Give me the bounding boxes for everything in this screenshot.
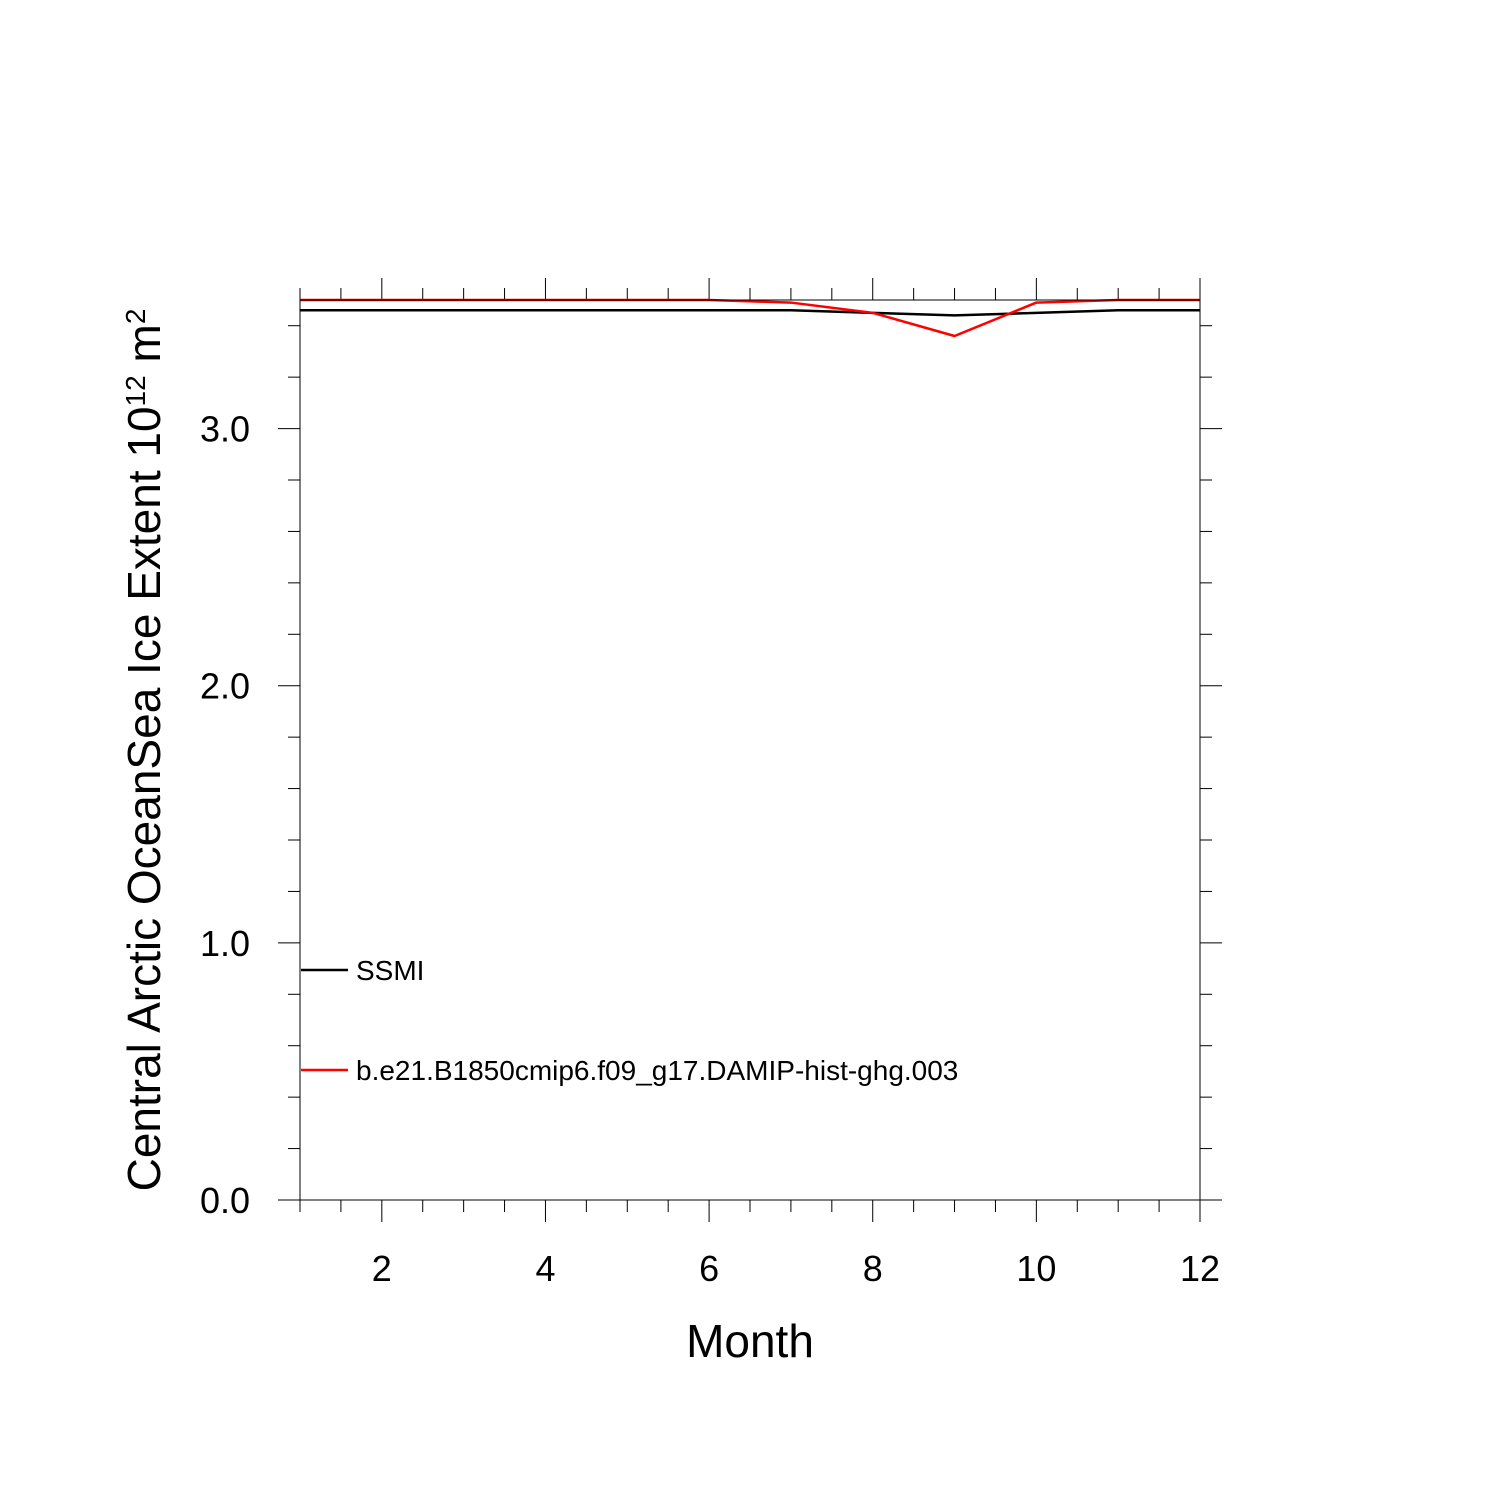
tick-labels: 2 4 6 8 10 12 0.0 1.0 2.0 3.0 xyxy=(200,409,1220,1289)
y-tick-label: 2.0 xyxy=(200,666,250,707)
x-tick-label: 12 xyxy=(1180,1248,1220,1289)
x-tick-label: 6 xyxy=(699,1248,719,1289)
x-tick-label: 10 xyxy=(1016,1248,1056,1289)
plot-frame xyxy=(299,299,1201,1201)
legend-label: SSMI xyxy=(356,955,424,986)
y-tick-label: 0.0 xyxy=(200,1180,250,1221)
legend: SSMI b.e21.B1850cmip6.f09_g17.DAMIP-hist-… xyxy=(301,955,958,1086)
series-lines xyxy=(300,298,1200,338)
y-tick-label: 1.0 xyxy=(200,923,250,964)
y-axis-label-unit-exponent: 2 xyxy=(120,309,151,325)
x-tick-label: 4 xyxy=(535,1248,555,1289)
y-axis-label-main: Central Arctic OceanSea Ice Extent 10 xyxy=(118,406,170,1191)
x-axis-label: Month xyxy=(686,1315,814,1367)
x-tick-label: 8 xyxy=(863,1248,883,1289)
legend-label: b.e21.B1850cmip6.f09_g17.DAMIP-hist-ghg.… xyxy=(356,1055,958,1086)
y-tick-label: 3.0 xyxy=(200,409,250,450)
y-axis-label-exponent: 12 xyxy=(120,375,151,406)
axis-ticks xyxy=(278,278,1222,1222)
series-line-1 xyxy=(300,309,1200,317)
y-axis-label-unit: m xyxy=(118,324,170,375)
x-tick-label: 2 xyxy=(372,1248,392,1289)
y-axis-label: Central Arctic OceanSea Ice Extent 1012 … xyxy=(118,309,170,1192)
series-line-2 xyxy=(300,298,1200,338)
